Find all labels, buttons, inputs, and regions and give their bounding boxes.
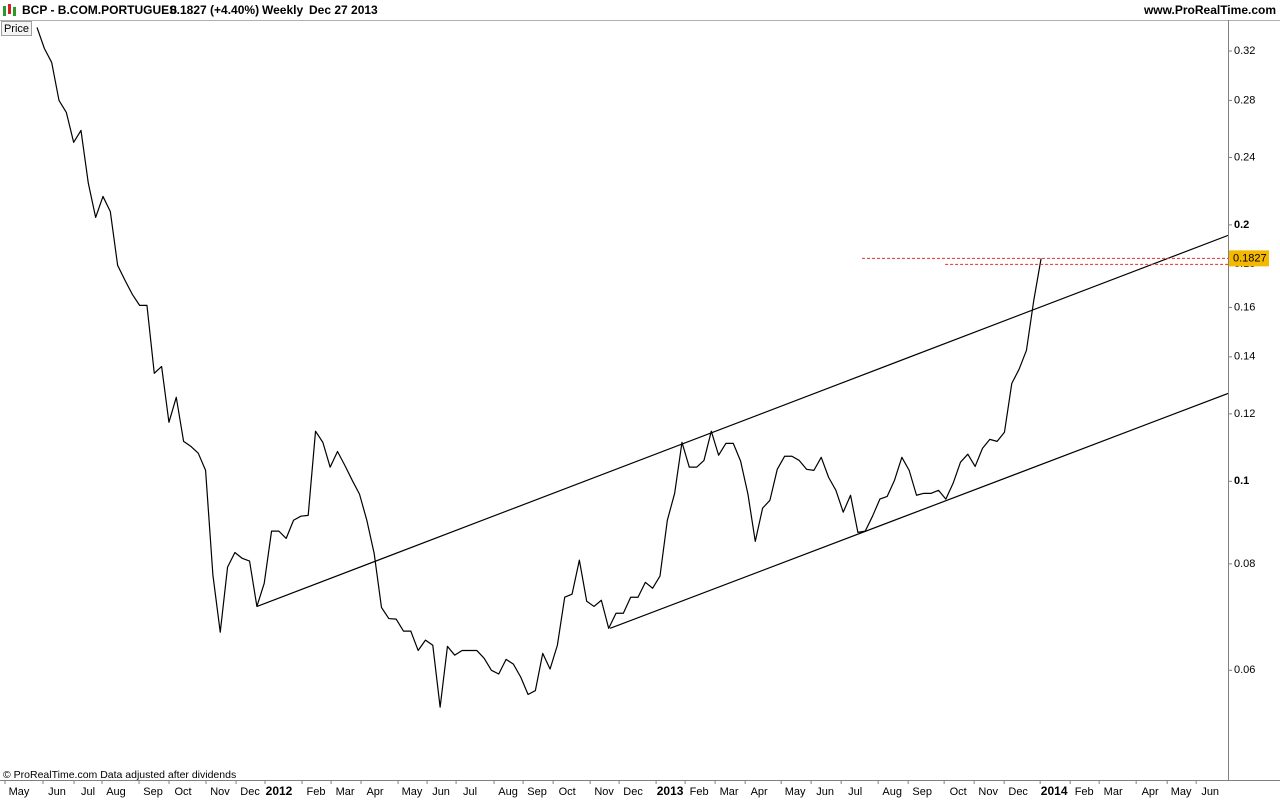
x-tick-label: May xyxy=(9,786,30,798)
x-tick-label: Dec xyxy=(1008,786,1028,798)
x-tick-label: Apr xyxy=(1142,786,1159,798)
x-tick-label: Sep xyxy=(143,786,163,798)
x-tick-label: Jul xyxy=(848,786,862,798)
y-tick-label: 0.32 xyxy=(1234,45,1255,57)
panel-label: Price xyxy=(4,23,29,35)
y-tick-label: 0.2 xyxy=(1234,219,1249,231)
x-tick-label: Dec xyxy=(240,786,260,798)
x-tick-label: Mar xyxy=(336,786,355,798)
x-tick-label: Jun xyxy=(432,786,450,798)
x-tick-label: Nov xyxy=(210,786,230,798)
y-tick-label: 0.1 xyxy=(1234,475,1249,487)
x-tick-label: Nov xyxy=(978,786,998,798)
y-tick-label: 0.06 xyxy=(1234,664,1255,676)
website: www.ProRealTime.com xyxy=(1143,3,1276,17)
trendline xyxy=(256,234,1228,608)
x-tick-label: Oct xyxy=(174,786,191,798)
x-tick-label: Jun xyxy=(816,786,834,798)
logo xyxy=(3,4,16,16)
x-tick-label: Jun xyxy=(48,786,66,798)
x-tick-label: Oct xyxy=(559,786,576,798)
x-tick-label: Nov xyxy=(594,786,614,798)
price-tag-label: 0.1827 xyxy=(1233,252,1267,264)
x-tick-label: Sep xyxy=(527,786,547,798)
x-tick-label: Aug xyxy=(882,786,902,798)
x-tick-label: Jul xyxy=(81,786,95,798)
x-tick-label: Apr xyxy=(751,786,768,798)
y-tick-label: 0.16 xyxy=(1234,301,1255,313)
plot-area xyxy=(36,27,1228,708)
price-line xyxy=(36,27,1042,708)
y-tick-label: 0.08 xyxy=(1234,558,1255,570)
x-tick-label: May xyxy=(402,786,423,798)
x-tick-label: Feb xyxy=(1075,786,1094,798)
x-tick-label: Dec xyxy=(623,786,643,798)
x-tick-label: Feb xyxy=(690,786,709,798)
trendline xyxy=(609,392,1228,629)
x-tick-label: May xyxy=(785,786,806,798)
x-tick-label: May xyxy=(1171,786,1192,798)
panel-label-box xyxy=(1,21,32,36)
x-tick-label: Aug xyxy=(106,786,126,798)
y-tick-label: 0.28 xyxy=(1234,94,1255,106)
y-tick-label: 0.12 xyxy=(1234,408,1255,420)
x-tick-label: Oct xyxy=(950,786,967,798)
x-tick-label: 2012 xyxy=(266,784,293,798)
period: Weekly xyxy=(262,3,303,17)
y-tick-label: 0.14 xyxy=(1234,351,1255,363)
x-tick-label: Apr xyxy=(366,786,383,798)
date: Dec 27 2013 xyxy=(309,3,378,17)
price-change: 0.1827 (+4.40%) xyxy=(170,3,259,17)
x-tick-label: Jul xyxy=(463,786,477,798)
price-tag xyxy=(1229,250,1269,267)
x-tick-label: Mar xyxy=(720,786,739,798)
x-tick-label: Sep xyxy=(912,786,932,798)
footer: © ProRealTime.com Data adjusted after di… xyxy=(3,769,236,781)
x-tick-label: 2014 xyxy=(1041,784,1068,798)
x-tick-label: Jun xyxy=(1201,786,1219,798)
y-tick-label: 0.24 xyxy=(1234,151,1255,163)
x-tick-label: Feb xyxy=(307,786,326,798)
x-tick-label: 2013 xyxy=(657,784,684,798)
chart-title: BCP - B.COM.PORTUGUES xyxy=(22,3,177,17)
x-tick-label: Mar xyxy=(1104,786,1123,798)
x-tick-label: Aug xyxy=(498,786,518,798)
